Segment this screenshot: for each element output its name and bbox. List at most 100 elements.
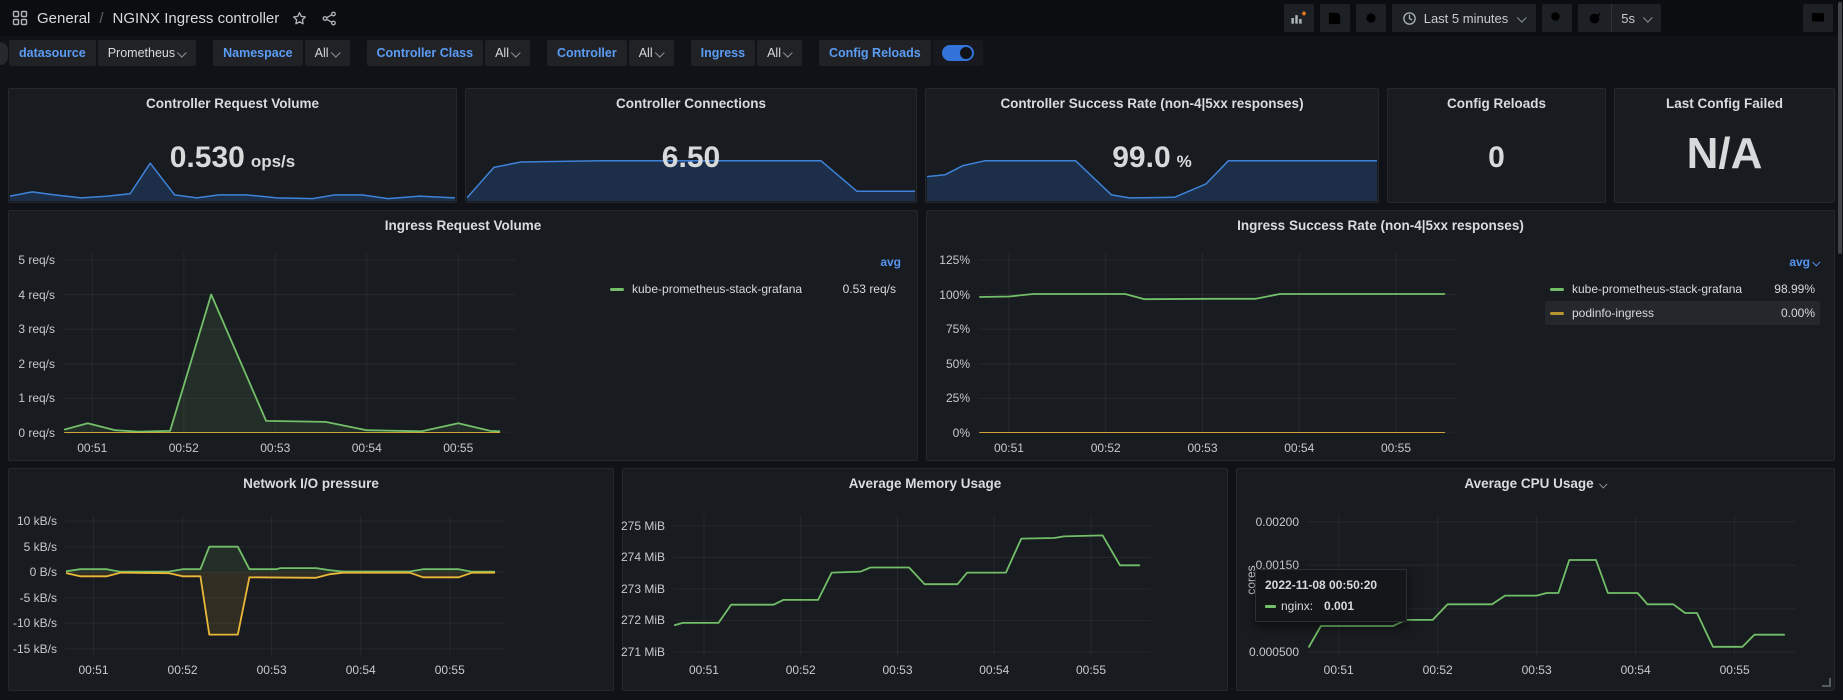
variable-config-reloads: Config Reloads xyxy=(819,40,983,66)
sparkline xyxy=(9,140,456,201)
x-tick-label: 00:51 xyxy=(993,441,1024,455)
legend-sort-avg[interactable]: avg xyxy=(1545,255,1821,273)
panel-controller-request-volume: Controller Request Volume 0.530 ops/s xyxy=(8,88,457,203)
x-tick-label: 00:52 xyxy=(1090,441,1121,455)
tooltip-timestamp: 2022-11-08 00:50:20 xyxy=(1265,578,1378,592)
stat-value: N/A xyxy=(1686,129,1763,178)
refresh-button[interactable] xyxy=(1578,4,1611,32)
cycle-view-mode-button[interactable] xyxy=(1803,4,1833,32)
legend-item[interactable]: kube-prometheus-stack-grafana 0.53 req/s xyxy=(605,277,901,301)
panel-title[interactable]: Average CPU Usage xyxy=(1237,476,1834,491)
legend-item[interactable]: podinfo-ingress 0.00% xyxy=(1545,301,1820,325)
chart-canvas xyxy=(466,159,915,201)
controller-select[interactable]: All xyxy=(628,40,674,66)
panel-network-io-pressure: Network I/O pressure 10 kB/s 5 kB/s 0 B/s -… xyxy=(8,468,614,691)
save-dashboard-button[interactable] xyxy=(1319,4,1350,32)
x-tick-label: 00:53 xyxy=(1187,441,1218,455)
y-tick-label: 100% xyxy=(939,287,970,302)
y-tick-label: 272 MiB xyxy=(620,613,665,628)
clock-icon xyxy=(1402,11,1417,26)
panel-controller-connections: Controller Connections 6.50 xyxy=(465,88,917,203)
variable-label: Config Reloads xyxy=(819,40,931,66)
ingress-select[interactable]: All xyxy=(757,40,802,66)
variable-controller-class: Controller Class All xyxy=(366,40,530,66)
variable-namespace: Namespace All xyxy=(213,40,350,66)
chevron-down-icon xyxy=(1598,480,1608,489)
chevron-down-icon xyxy=(654,47,665,58)
chart-plot-area[interactable] xyxy=(673,515,1151,655)
y-tick-label: 0.000500 xyxy=(1248,645,1299,660)
panel-title[interactable]: Network I/O pressure xyxy=(243,476,379,491)
sidemenu-toggle[interactable] xyxy=(0,42,8,65)
x-tick-label: 00:51 xyxy=(77,441,108,455)
stat-value: 99.0% xyxy=(1112,141,1192,174)
chart-canvas xyxy=(926,159,1377,201)
x-tick-label: 00:55 xyxy=(443,441,474,455)
dashboard-settings-button[interactable] xyxy=(1355,4,1386,32)
panel-last-config-failed: Last Config Failed N/A xyxy=(1614,88,1835,203)
chevron-down-icon xyxy=(1517,12,1528,23)
chart-canvas xyxy=(978,253,1456,434)
y-tick-label: 1 req/s xyxy=(18,391,55,406)
panel-title[interactable]: Controller Connections xyxy=(615,96,766,111)
share-icon[interactable] xyxy=(322,11,337,26)
variable-ingress: Ingress All xyxy=(690,40,802,66)
time-range-picker[interactable]: Last 5 minutes xyxy=(1391,4,1537,32)
chart-plot-area[interactable] xyxy=(65,515,505,655)
config-reloads-toggle[interactable] xyxy=(941,45,974,61)
x-tick-label: 00:52 xyxy=(1422,663,1453,677)
y-tick-label: 0 B/s xyxy=(29,565,57,580)
panel-title[interactable]: Last Config Failed xyxy=(1665,96,1783,111)
tooltip-value: 0.001 xyxy=(1324,599,1355,613)
namespace-select[interactable]: All xyxy=(304,40,350,66)
panel-title[interactable]: Ingress Request Volume xyxy=(384,218,542,233)
variable-datasource: datasource Prometheus xyxy=(9,40,197,66)
variable-controller: Controller All xyxy=(546,40,674,66)
panel-title[interactable]: Average Memory Usage xyxy=(848,476,1002,491)
x-tick-label: 00:51 xyxy=(78,663,109,677)
dashboard-title[interactable]: NGINX Ingress controller xyxy=(112,9,280,27)
tooltip-series-row: nginx: 0.001 xyxy=(1265,599,1397,613)
panel-title[interactable]: Ingress Success Rate (non-4|5xx response… xyxy=(1237,218,1524,233)
y-tick-label: 75% xyxy=(945,322,970,337)
series-value: 0.53 req/s xyxy=(842,282,896,296)
dashboards-grid-icon[interactable] xyxy=(12,10,28,26)
panel-title[interactable]: Config Reloads xyxy=(1446,96,1546,111)
star-icon[interactable] xyxy=(292,11,307,26)
x-tick-label: 00:53 xyxy=(1521,663,1552,677)
datasource-select[interactable]: Prometheus xyxy=(97,40,197,66)
breadcrumb-section[interactable]: General xyxy=(37,9,91,27)
chart-plot-area[interactable] xyxy=(978,253,1456,434)
refresh-interval-picker[interactable]: 5s xyxy=(1611,4,1661,32)
sparkline xyxy=(926,140,1377,201)
stat-value: 0.530 ops/s xyxy=(169,141,296,174)
chart-plot-area[interactable] xyxy=(63,253,515,434)
series-name: kube-prometheus-stack-grafana xyxy=(632,282,803,296)
panel-ingress-success-rate: Ingress Success Rate (non-4|5xx response… xyxy=(926,210,1835,461)
toggle-container xyxy=(932,40,983,66)
breadcrumb-separator: / xyxy=(99,9,104,27)
series-value: 98.99% xyxy=(1774,282,1815,296)
y-tick-label: 273 MiB xyxy=(620,581,665,596)
y-tick-label: 2 req/s xyxy=(18,356,55,371)
series-swatch xyxy=(1550,287,1564,291)
legend-sort-avg[interactable]: avg xyxy=(880,255,901,269)
legend-item[interactable]: kube-prometheus-stack-grafana 98.99% xyxy=(1545,277,1820,301)
y-tick-label: 50% xyxy=(945,356,970,371)
x-tick-label: 00:54 xyxy=(979,663,1010,677)
panel-title[interactable]: Controller Success Rate (non-4|5xx respo… xyxy=(1000,96,1304,111)
add-panel-button[interactable] xyxy=(1283,4,1314,32)
controller-class-select[interactable]: All xyxy=(485,40,530,66)
sparkline xyxy=(466,140,915,201)
series-swatch xyxy=(1265,604,1276,608)
chevron-down-icon xyxy=(330,47,341,58)
panel-title[interactable]: Controller Request Volume xyxy=(145,96,320,111)
y-tick-label: 0 req/s xyxy=(18,426,55,440)
x-tick-label: 00:53 xyxy=(882,663,913,677)
chart-tooltip: 2022-11-08 00:50:20 nginx: 0.001 xyxy=(1255,569,1407,622)
scrollbar[interactable] xyxy=(1838,2,1842,254)
zoom-out-button[interactable] xyxy=(1542,4,1573,32)
x-tick-label: 00:51 xyxy=(688,663,719,677)
panel-resize-handle[interactable] xyxy=(1822,678,1831,687)
y-tick-label: -15 kB/s xyxy=(12,641,57,656)
